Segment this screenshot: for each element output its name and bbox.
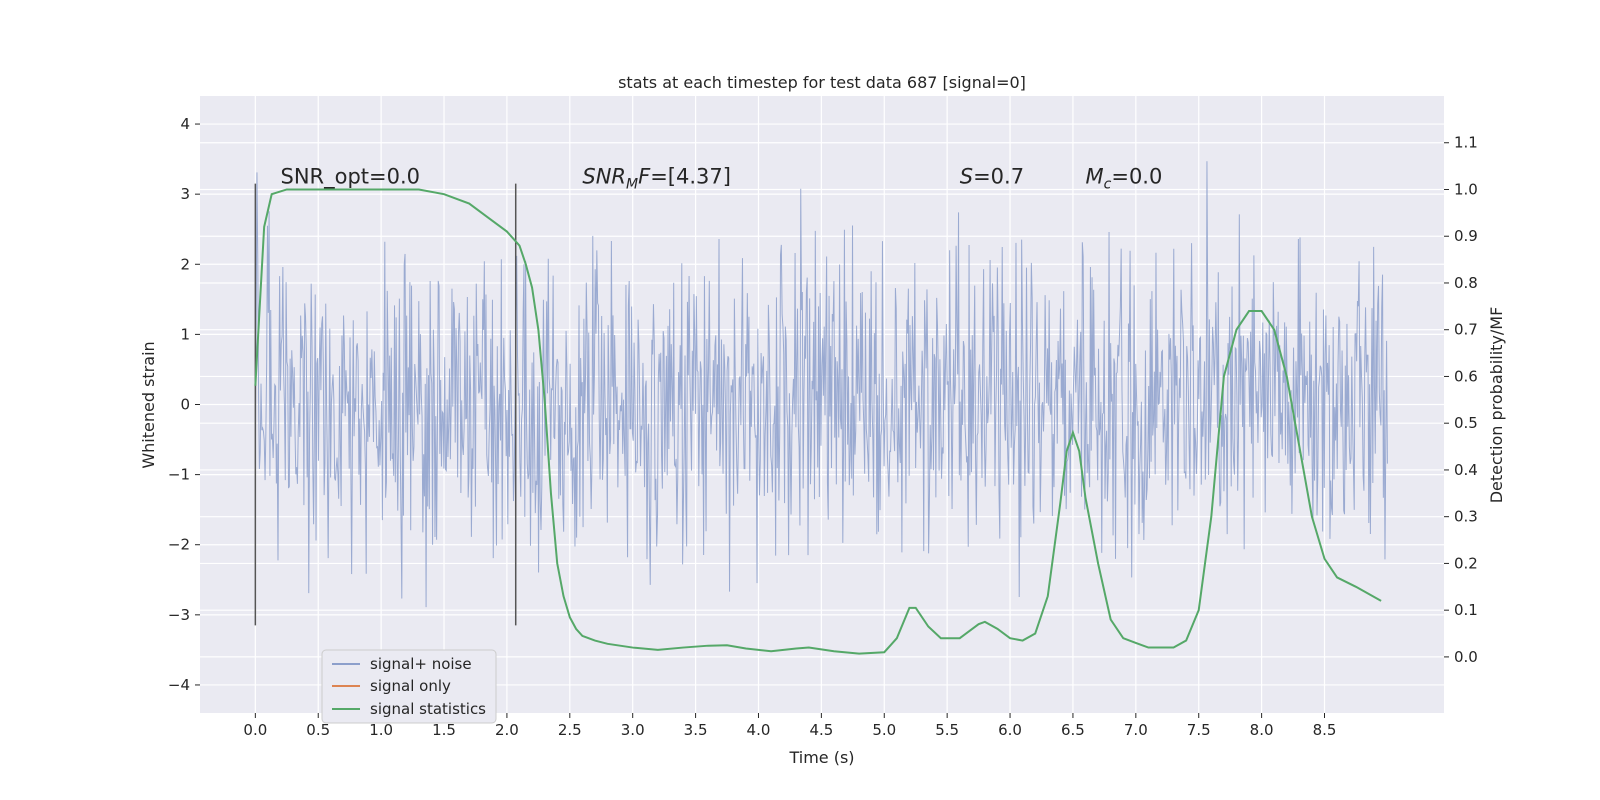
x-tick-label: 2.5 (558, 721, 582, 739)
signal-noise-series (254, 161, 1388, 608)
y-right-tick-label: 0.2 (1454, 554, 1478, 572)
y-right-tick-label: 0.3 (1454, 508, 1478, 526)
x-tick-label: 0.0 (243, 721, 267, 739)
annotation-s-value: S=0.7 (960, 165, 1024, 189)
annotations: SNR_opt=0.0 SNRMF=[4.37] S=0.7 Mc=0.0 (281, 165, 1163, 193)
x-tick-label: 2.0 (495, 721, 519, 739)
x-tick-label: 1.5 (432, 721, 456, 739)
x-tick-label: 7.5 (1187, 721, 1211, 739)
annotation-snr-opt: SNR_opt=0.0 (281, 165, 421, 190)
y-right-tick-label: 1.1 (1454, 134, 1478, 152)
y-right-tick-label: 0.5 (1454, 414, 1478, 432)
y-right-tick-label: 0.0 (1454, 648, 1478, 666)
x-tick-label: 6.5 (1061, 721, 1085, 739)
y-tick-label: 1 (180, 325, 190, 343)
y-tick-label: −1 (168, 466, 190, 484)
annotation-snr-mf: SNRMF=[4.37] (582, 165, 731, 193)
x-tick-label: 5.0 (872, 721, 896, 739)
y-tick-label: 3 (180, 185, 190, 203)
chart-title: stats at each timestep for test data 687… (618, 73, 1026, 92)
y-tick-label: −2 (168, 536, 190, 554)
y-tick-label: 4 (180, 115, 190, 133)
vertical-markers (254, 183, 517, 626)
legend-entry-signal-statistics: signal statistics (332, 700, 486, 718)
x-tick-label: 3.5 (684, 721, 708, 739)
y-tick-label: −3 (168, 606, 190, 624)
legend-label-signal-noise: signal+ noise (370, 655, 472, 673)
x-tick-label: 4.5 (809, 721, 833, 739)
legend-entry-signal-only: signal only (332, 677, 451, 695)
x-tick-label: 1.0 (369, 721, 393, 739)
y-right-axis-label: Detection probability/MF (1487, 307, 1506, 504)
y-right-axis-ticks: 1.1 1.0 0.9 0.8 0.7 0.6 0.5 0.4 0.3 0.2 0.1 0.0 (1444, 134, 1478, 666)
y-tick-label: −4 (168, 676, 190, 694)
x-axis-label: Time (s) (788, 748, 854, 767)
legend-label-signal-statistics: signal statistics (370, 700, 486, 718)
x-tick-label: 4.0 (747, 721, 771, 739)
y-right-tick-label: 1.0 (1454, 180, 1478, 198)
annotation-mc-value: Mc=0.0 (1086, 165, 1163, 193)
legend-entry-signal-noise: signal+ noise (332, 655, 472, 673)
y-right-tick-label: 0.8 (1454, 274, 1478, 292)
y-right-tick-label: 0.7 (1454, 321, 1478, 339)
legend-box (321, 649, 497, 724)
x-tick-label: 3.0 (621, 721, 645, 739)
x-axis-ticks: 0.0 0.5 1.0 1.5 2.0 2.5 3.0 3.5 4.0 4.5 5.0 5.5 6.0 6… (243, 713, 1336, 739)
x-tick-label: 8.5 (1313, 721, 1337, 739)
y-tick-label: 0 (180, 396, 190, 414)
x-tick-label: 5.5 (935, 721, 959, 739)
legend: signal+ noise signal only signal statist… (321, 649, 497, 724)
y-axis-ticks: 4 3 2 1 0 −1 −2 −3 −4 (168, 115, 200, 694)
x-tick-label: 7.0 (1124, 721, 1148, 739)
signal-statistics-series (254, 188, 1382, 655)
y-right-tick-label: 0.4 (1454, 461, 1478, 479)
y-tick-label: 2 (180, 255, 190, 273)
y-right-tick-label: 0.9 (1454, 227, 1478, 245)
signal-statistics-line (254, 188, 1382, 655)
x-tick-label: 0.5 (306, 721, 330, 739)
signal-noise-line (254, 161, 1388, 608)
legend-label-signal-only: signal only (370, 677, 451, 695)
x-tick-label: 8.0 (1250, 721, 1274, 739)
y-axis-label: Whitened strain (139, 341, 158, 468)
x-tick-label: 6.0 (998, 721, 1022, 739)
y-right-tick-label: 0.1 (1454, 601, 1478, 619)
y-right-tick-label: 0.6 (1454, 367, 1478, 385)
